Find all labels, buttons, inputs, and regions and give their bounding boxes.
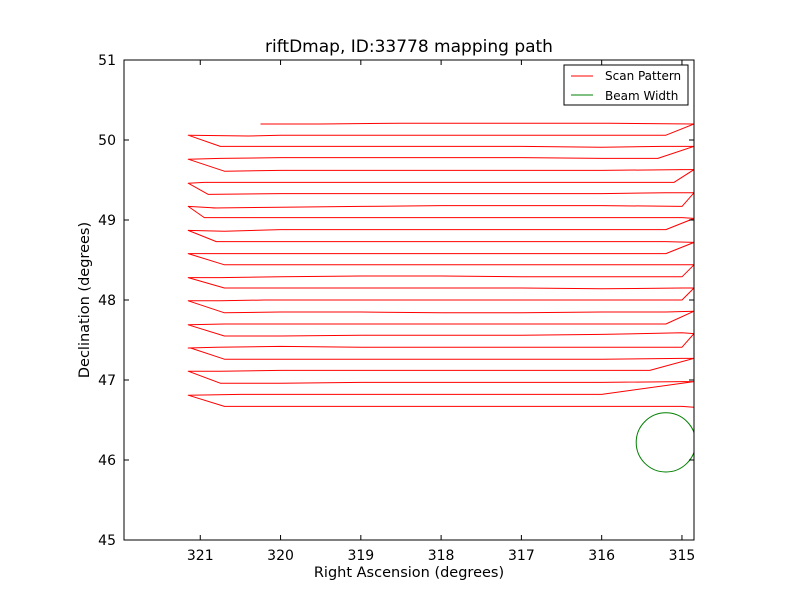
x-axis-label: Right Ascension (degrees) <box>314 565 504 581</box>
legend: Scan Pattern Beam Width <box>563 64 689 106</box>
beam-width-circle <box>635 412 694 473</box>
legend-label-scan-pattern: Scan Pattern <box>605 69 681 83</box>
x-tick-label: 319 <box>347 548 374 564</box>
y-tick-label: 48 <box>98 293 116 309</box>
x-tick-label: 318 <box>428 548 455 564</box>
y-tick-label: 46 <box>98 453 116 469</box>
x-tick-label: 320 <box>267 548 294 564</box>
x-tick-label: 316 <box>588 548 615 564</box>
x-tick-label: 315 <box>669 548 696 564</box>
scan-pattern-line <box>187 122 694 408</box>
y-tick-label: 49 <box>98 213 116 229</box>
y-tick-label: 45 <box>98 533 116 549</box>
y-tick-label: 50 <box>98 133 116 149</box>
y-tick-label: 51 <box>98 53 116 69</box>
x-tick-label: 321 <box>187 548 214 564</box>
y-axis-label: Declination (degrees) <box>77 222 93 378</box>
series-layer <box>187 122 694 473</box>
x-axis-ticks: 321 320 319 318 317 316 315 <box>187 60 695 564</box>
y-axis-ticks: 45 46 47 48 49 50 51 <box>98 53 694 549</box>
chart-title: riftDmap, ID:33778 mapping path <box>265 37 553 57</box>
legend-label-beam-width: Beam Width <box>605 89 678 103</box>
x-tick-label: 317 <box>508 548 535 564</box>
y-tick-label: 47 <box>98 373 116 389</box>
legend-frame <box>563 64 689 106</box>
